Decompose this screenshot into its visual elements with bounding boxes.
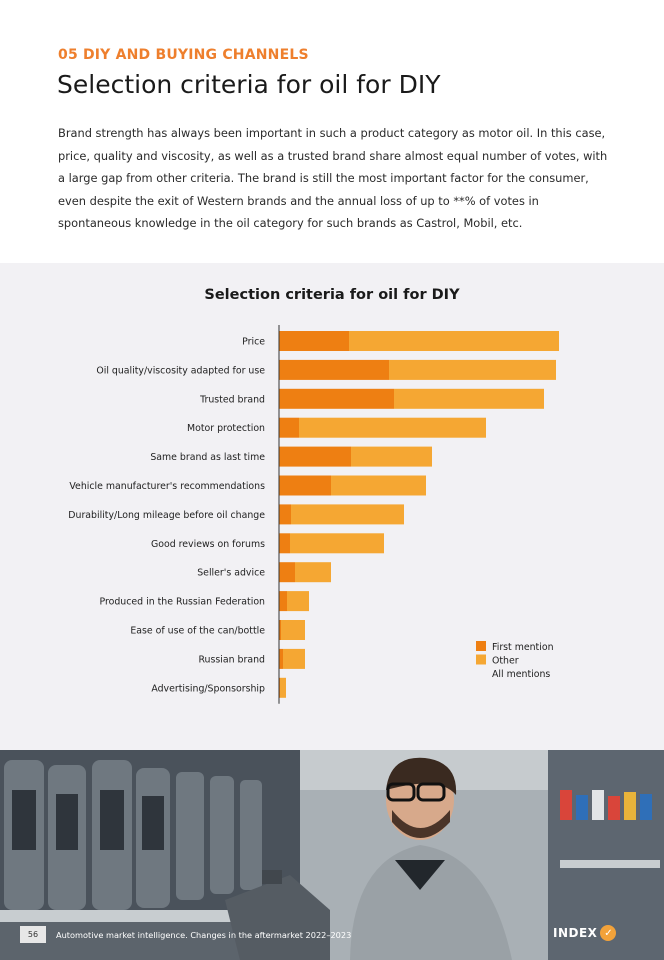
bar-other <box>291 504 404 525</box>
bar-other <box>394 388 544 409</box>
bar-first-mention <box>279 620 281 640</box>
logo-check-icon: ✓ <box>600 925 617 941</box>
category-label: Advertising/Sponsorship <box>151 683 265 694</box>
category-label: Oil quality/viscosity adapted for use <box>96 365 265 376</box>
bar-other <box>281 620 305 640</box>
logo-text: INDEX <box>553 926 598 940</box>
category-label: Russian brand <box>198 654 265 665</box>
category-label: Durability/Long mileage before oil chang… <box>68 510 265 521</box>
man-holding-oil-can-photo <box>0 750 664 960</box>
bar-other <box>283 648 305 669</box>
legend-label: All mentions <box>492 669 550 680</box>
bar-first-mention <box>279 648 283 669</box>
bar-other <box>389 359 556 380</box>
category-label: Motor protection <box>187 423 265 434</box>
bar-other <box>299 417 486 438</box>
page-number: 56 <box>20 926 46 943</box>
bar-first-mention <box>279 533 290 554</box>
bar-first-mention <box>279 504 291 525</box>
legend-label: First mention <box>492 642 554 653</box>
bar-first-mention <box>279 562 295 583</box>
legend-swatch <box>476 654 486 665</box>
category-label: Good reviews on forums <box>151 539 265 550</box>
bar-first-mention <box>279 388 394 409</box>
bar-first-mention <box>279 359 389 380</box>
category-label: Ease of use of the can/bottle <box>130 626 265 637</box>
bar-chart: Price Oil quality/viscosity adapted for u… <box>68 325 559 704</box>
footer-text: Automotive market intelligence. Changes … <box>56 930 352 940</box>
category-label: Price <box>242 337 265 348</box>
bar-first-mention <box>279 475 331 496</box>
bar-first-mention <box>279 417 299 438</box>
legend-label: Other <box>492 656 519 667</box>
bar-other <box>280 677 286 698</box>
page-title: Selection criteria for oil for DIY <box>57 70 441 99</box>
bar-first-mention <box>279 591 287 612</box>
store-photo <box>0 750 664 960</box>
bar-other <box>295 562 331 583</box>
category-label: Produced in the Russian Federation <box>99 597 265 608</box>
chart-title: Selection criteria for oil for DIY <box>204 287 460 303</box>
bar-other <box>287 591 309 612</box>
chart-panel: Selection criteria for oil for DIY Price… <box>0 263 664 750</box>
section-label: 05 DIY AND BUYING CHANNELS <box>58 47 309 63</box>
category-label: Seller's advice <box>197 568 265 579</box>
bar-other <box>290 533 384 554</box>
intro-paragraph: Brand strength has always been important… <box>58 126 608 231</box>
bar-other <box>351 446 432 467</box>
category-label: Vehicle manufacturer's recommendations <box>69 481 265 492</box>
index-logo: INDEX ✓ <box>553 925 617 941</box>
bar-first-mention <box>279 446 351 467</box>
legend-swatch <box>476 641 486 651</box>
bar-first-mention <box>279 331 349 351</box>
category-label: Trusted brand <box>199 394 265 405</box>
bar-other <box>349 331 559 351</box>
category-label: Same brand as last time <box>150 452 265 463</box>
bar-other <box>331 475 426 496</box>
